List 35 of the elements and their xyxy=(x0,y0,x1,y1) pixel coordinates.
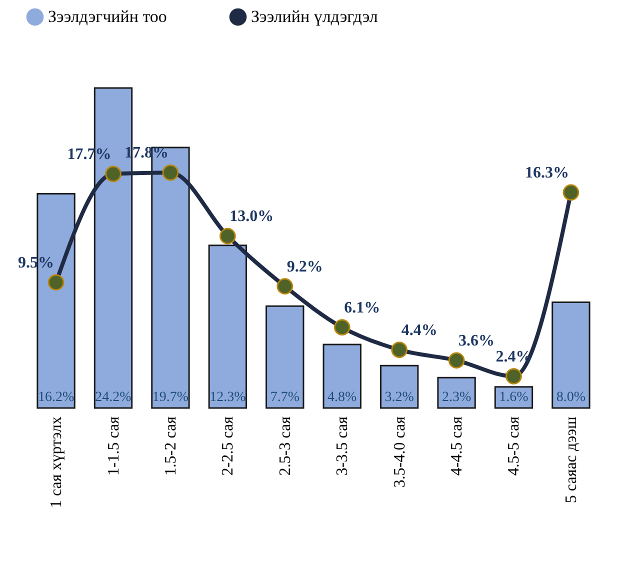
x-tick-label: 2.5-3 сая xyxy=(276,416,294,476)
x-tick-label: 4.5-5 сая xyxy=(506,416,523,476)
bar xyxy=(380,364,419,409)
data-label: 24.2% xyxy=(95,390,132,405)
data-label: 13.0% xyxy=(230,208,274,226)
data-label: 8.0% xyxy=(556,390,586,405)
x-tick-label: 3.5-4.0 сая xyxy=(391,416,408,488)
bar xyxy=(437,376,476,409)
data-label: 4.8% xyxy=(328,390,358,405)
x-tick-label: 5 саяас дээш xyxy=(562,416,580,504)
legend-label: Зээлийн үлдэгдэл xyxy=(251,7,378,26)
legend-label: Зээлдэгчийн тоо xyxy=(48,7,167,26)
data-label: 16.2% xyxy=(38,390,74,405)
x-tick-label: 1 сая хүртэлх xyxy=(48,416,66,508)
x-tick-label: 1-1.5 сая xyxy=(105,416,122,476)
data-label: 2.3% xyxy=(442,390,472,405)
x-tick-label: 1.5-2 сая xyxy=(162,416,180,476)
data-label: 7.7% xyxy=(270,390,300,405)
data-label: 6.1% xyxy=(344,299,380,316)
data-label: 17.8% xyxy=(124,144,168,162)
x-tick-label: 2-2.5 сая xyxy=(220,416,237,476)
data-label: 19.7% xyxy=(152,390,189,405)
data-label: 12.3% xyxy=(210,390,246,405)
data-label: 3.6% xyxy=(458,332,495,350)
bar xyxy=(208,244,248,409)
data-label: 3.2% xyxy=(384,390,414,405)
data-label: 4.4% xyxy=(401,322,438,339)
x-tick-label: 4-4.5 сая xyxy=(448,416,466,476)
data-label: 1.6% xyxy=(499,390,529,405)
bar xyxy=(552,301,590,409)
data-label: 16.3% xyxy=(524,164,569,182)
bar xyxy=(322,344,362,409)
bar xyxy=(266,305,304,409)
x-tick-label: 3-3.5 сая xyxy=(334,416,352,476)
data-label: 9.2% xyxy=(286,258,323,276)
